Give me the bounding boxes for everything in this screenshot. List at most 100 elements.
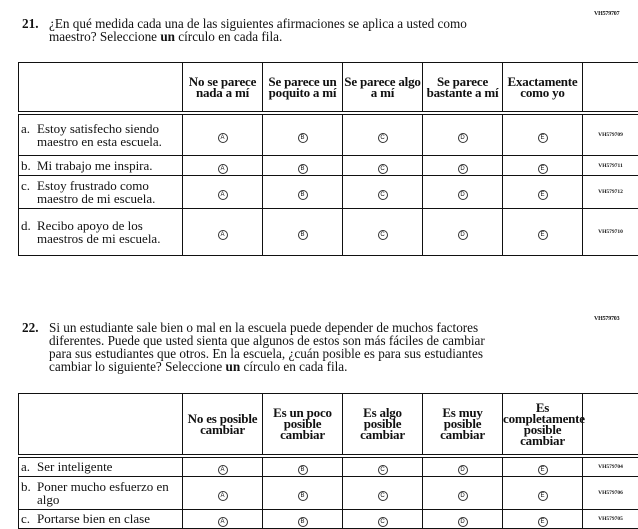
column-header: Exactamente como yo: [502, 62, 583, 113]
radio-bubble-e[interactable]: E: [537, 490, 548, 501]
item-code: VH579711: [582, 155, 638, 176]
radio-bubble-a[interactable]: A: [217, 163, 228, 174]
question-text: diferentes. Puede que usted sienta que a…: [49, 333, 485, 348]
item-code: VH579706: [582, 475, 638, 510]
row-label: d. Recibo apoyo de los maestros de mi esc…: [18, 208, 183, 256]
row-text: Poner mucho esfuerzo en algo: [37, 478, 169, 507]
response-cell: B: [262, 175, 343, 209]
radio-bubble-e[interactable]: E: [537, 516, 548, 527]
row-text: Ser inteligente: [37, 459, 113, 474]
item-code: VH579705: [582, 508, 638, 529]
response-cell: E: [502, 508, 583, 529]
radio-bubble-d[interactable]: D: [457, 230, 468, 240]
response-cell: B: [262, 508, 343, 529]
response-cell: B: [262, 475, 343, 510]
radio-bubble-b[interactable]: B: [297, 230, 308, 240]
radio-bubble-a[interactable]: A: [217, 230, 228, 240]
response-cell: C: [342, 508, 423, 529]
question-22: 22. Si un estudiante sale bien o mal en l…: [22, 321, 485, 373]
radio-bubble-d[interactable]: D: [457, 490, 468, 501]
response-cell: C: [342, 155, 423, 176]
table-row: b. Poner mucho esfuerzo en algo A B C D E VH579…: [18, 475, 638, 510]
radio-bubble-e[interactable]: E: [537, 190, 548, 200]
empty-header: [18, 62, 183, 113]
radio-bubble-c[interactable]: C: [377, 190, 388, 200]
row-label: c. Portarse bien en clase: [18, 508, 183, 529]
column-header: No se parece nada a mí: [182, 62, 263, 113]
radio-bubble-d[interactable]: D: [457, 516, 468, 527]
item-code: VH579712: [582, 175, 638, 209]
column-header: Es algo posible cambiar: [342, 393, 423, 456]
column-header: Es muy posible cambiar: [422, 393, 503, 456]
response-cell: A: [182, 208, 263, 256]
radio-bubble-d[interactable]: D: [457, 464, 468, 475]
question-21-table: No se parece nada a mí Se parece un poqui…: [18, 62, 638, 256]
radio-bubble-c[interactable]: C: [377, 163, 388, 174]
row-letter: b.: [21, 478, 31, 494]
response-cell: B: [262, 155, 343, 176]
row-text: Estoy frustrado como maestro de mi escue…: [37, 178, 156, 206]
radio-bubble-c[interactable]: C: [377, 490, 388, 501]
response-cell: E: [502, 455, 583, 477]
radio-bubble-e[interactable]: E: [537, 230, 548, 240]
response-cell: B: [262, 208, 343, 256]
response-cell: A: [182, 475, 263, 510]
column-header: Es completamente posible cambiar: [502, 393, 585, 456]
response-cell: B: [262, 112, 343, 156]
radio-bubble-a[interactable]: A: [217, 464, 228, 475]
radio-bubble-c[interactable]: C: [377, 132, 388, 143]
response-cell: C: [342, 475, 423, 510]
response-cell: C: [342, 208, 423, 256]
table-row: d. Recibo apoyo de los maestros de mi esc…: [18, 208, 638, 256]
row-text: Estoy satisfecho siendo maestro en esta …: [37, 120, 162, 149]
row-text: Mi trabajo me inspira.: [37, 158, 153, 173]
table-row: c. Portarse bien en clase A B C D E VH579705: [18, 508, 638, 529]
column-header: Se parece bastante a mí: [422, 62, 503, 113]
radio-bubble-a[interactable]: A: [217, 190, 228, 200]
empty-header: [582, 62, 638, 113]
radio-bubble-b[interactable]: B: [297, 490, 308, 501]
radio-bubble-c[interactable]: C: [377, 516, 388, 527]
response-cell: D: [422, 508, 503, 529]
radio-bubble-b[interactable]: B: [297, 464, 308, 475]
radio-bubble-e[interactable]: E: [537, 163, 548, 174]
radio-bubble-e[interactable]: E: [537, 464, 548, 475]
item-code: VH579704: [582, 455, 638, 477]
radio-bubble-b[interactable]: B: [297, 132, 308, 143]
question-number: 21.: [22, 16, 39, 31]
radio-bubble-a[interactable]: A: [217, 132, 228, 143]
response-cell: D: [422, 155, 503, 176]
row-letter: b.: [21, 158, 31, 173]
radio-bubble-b[interactable]: B: [297, 163, 308, 174]
question-text: Si un estudiante sale bien o mal en la e…: [49, 320, 479, 335]
question-text: ¿En qué medida cada una de las siguiente…: [49, 16, 467, 31]
row-text: Recibo apoyo de los maestros de mi escue…: [37, 218, 161, 246]
row-letter: a.: [21, 120, 31, 136]
row-label: b. Mi trabajo me inspira.: [18, 155, 183, 176]
radio-bubble-a[interactable]: A: [217, 516, 228, 527]
response-cell: A: [182, 508, 263, 529]
radio-bubble-d[interactable]: D: [457, 190, 468, 200]
response-cell: A: [182, 155, 263, 176]
response-cell: D: [422, 475, 503, 510]
radio-bubble-d[interactable]: D: [457, 132, 468, 143]
radio-bubble-d[interactable]: D: [457, 163, 468, 174]
response-cell: E: [502, 208, 583, 256]
item-code: VH579709: [582, 112, 638, 156]
row-label: a. Estoy satisfecho siendo maestro en est…: [18, 112, 183, 156]
question-text: círculo en cada fila.: [174, 29, 283, 44]
radio-bubble-b[interactable]: B: [297, 190, 308, 200]
emphasis: un: [160, 29, 175, 44]
radio-bubble-b[interactable]: B: [297, 516, 308, 527]
row-letter: c.: [21, 511, 31, 526]
item-code: VH579710: [582, 208, 638, 256]
row-text: Portarse bien en clase: [37, 511, 150, 526]
response-cell: A: [182, 175, 263, 209]
row-label: c. Estoy frustrado como maestro de mi esc…: [18, 175, 183, 209]
radio-bubble-e[interactable]: E: [537, 132, 548, 143]
question-number: 22.: [22, 320, 39, 335]
table-row: c. Estoy frustrado como maestro de mi esc…: [18, 175, 638, 209]
radio-bubble-c[interactable]: C: [377, 230, 388, 240]
radio-bubble-c[interactable]: C: [377, 464, 388, 475]
radio-bubble-a[interactable]: A: [217, 490, 228, 501]
